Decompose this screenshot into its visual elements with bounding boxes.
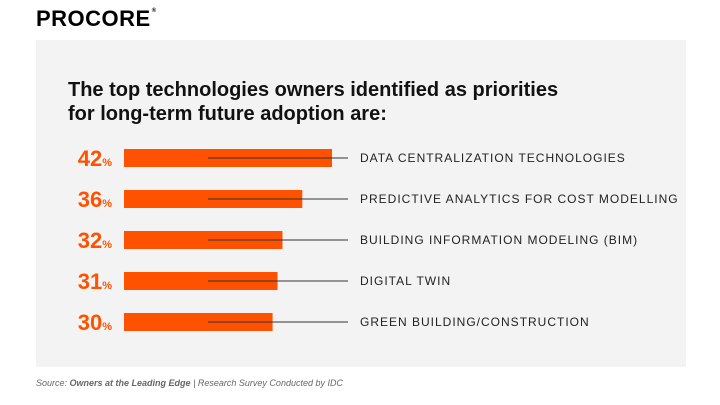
bar-5 [124, 313, 273, 331]
source-separator: | [190, 378, 198, 388]
chart-title-line-2: for long-term future adoption are: [68, 103, 387, 125]
category-label-5: GREEN BUILDING/CONSTRUCTION [360, 315, 590, 329]
source-prefix: Source: [36, 378, 70, 388]
category-label-3: BUILDING INFORMATION MODELING (BIM) [360, 233, 638, 247]
bar-4 [124, 272, 278, 290]
value-label-1: 42% [78, 146, 112, 171]
logo-text: PROCORE [36, 6, 151, 31]
value-label-5: 30% [78, 310, 112, 335]
procore-logo: PROCORE® [36, 8, 157, 30]
source-detail: Research Survey Conducted by IDC [197, 378, 343, 388]
category-label-4: DIGITAL TWIN [360, 274, 451, 288]
value-label-4: 31% [78, 269, 112, 294]
chart-title-line-1: The top technologies owners identified a… [68, 79, 559, 101]
value-label-2: 36% [78, 187, 112, 212]
chart-title: The top technologies owners identified a… [68, 78, 628, 126]
bar-3 [124, 231, 283, 249]
registered-mark: ® [151, 8, 157, 14]
source-note: Source: Owners at the Leading Edge | Res… [36, 378, 343, 388]
source-title: Owners at the Leading Edge [69, 378, 191, 388]
value-label-3: 32% [78, 228, 112, 253]
category-label-2: PREDICTIVE ANALYTICS FOR COST MODELLING [360, 192, 679, 206]
category-label-1: DATA CENTRALIZATION TECHNOLOGIES [360, 151, 626, 165]
